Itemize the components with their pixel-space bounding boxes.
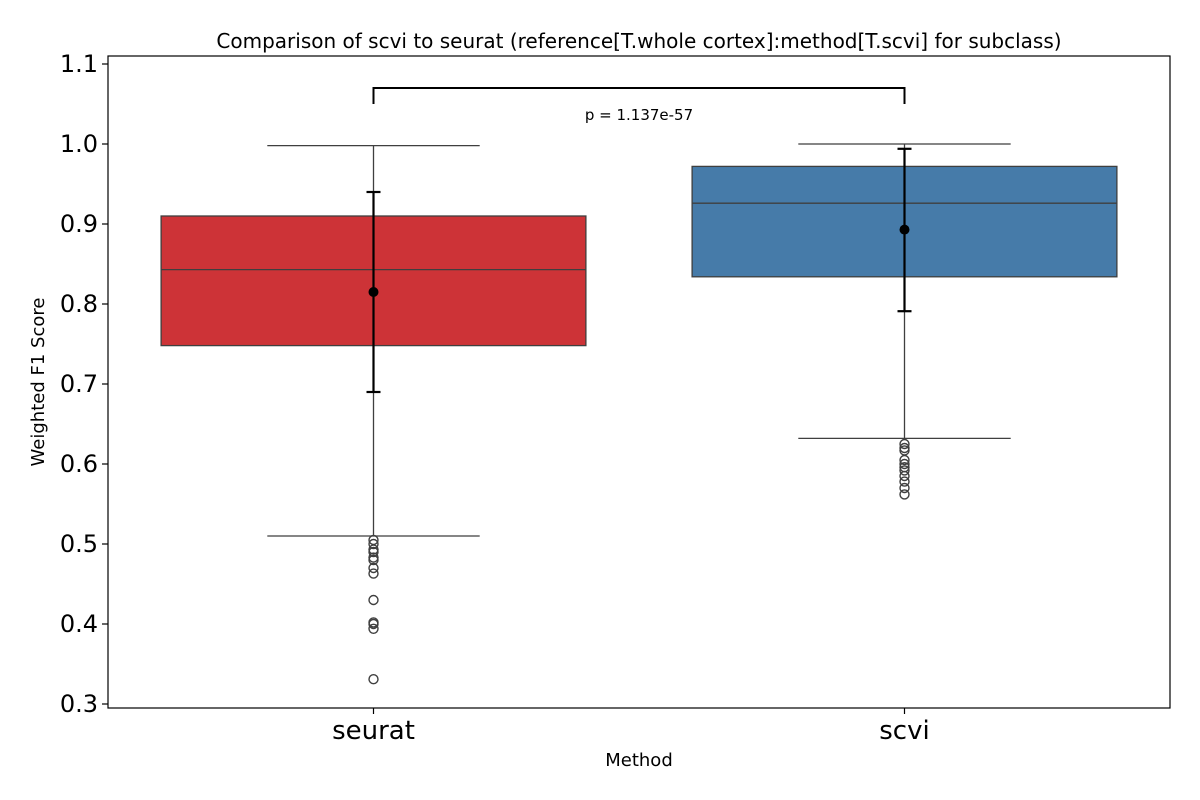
x-tick-label: scvi <box>879 716 929 746</box>
p-value-label: p = 1.137e-57 <box>585 106 693 124</box>
x-tick-label: seurat <box>332 716 415 746</box>
y-tick-label: 0.7 <box>60 370 98 398</box>
outlier-point <box>899 438 910 450</box>
y-tick-label: 0.4 <box>60 610 98 638</box>
outlier-point <box>899 470 910 482</box>
outlier-point <box>368 538 379 550</box>
outlier-point <box>899 458 910 470</box>
outlier-point <box>368 562 379 574</box>
outlier-point <box>899 454 910 466</box>
outlier-point <box>368 594 379 606</box>
plot-frame <box>107 55 1171 709</box>
outlier-point <box>899 489 910 500</box>
mean-point <box>899 224 910 235</box>
y-tick-label: 0.8 <box>60 290 98 318</box>
plot-area: p = 1.137e-57 <box>160 87 1118 685</box>
mean-point <box>368 287 379 297</box>
outlier-point <box>899 482 910 494</box>
outlier-point <box>368 546 379 558</box>
outlier-point <box>368 674 379 685</box>
x-axis-label: Method <box>605 750 673 771</box>
y-tick-label: 0.3 <box>60 690 98 718</box>
chart-title: Comparison of scvi to seurat (reference[… <box>216 29 1061 53</box>
outlier-point <box>368 618 379 630</box>
y-tick-label: 1.0 <box>60 130 98 158</box>
box-group-seurat <box>160 144 587 685</box>
outlier-point <box>368 568 379 579</box>
outlier-point <box>368 623 379 634</box>
y-tick-label: 0.5 <box>60 530 98 558</box>
y-tick-label: 0.6 <box>60 450 98 478</box>
outlier-point <box>368 554 379 566</box>
significance-bracket <box>372 87 906 104</box>
y-axis-label: Weighted F1 Score <box>28 298 49 467</box>
outlier-point <box>899 476 910 487</box>
y-tick-label: 1.1 <box>60 50 98 78</box>
box-group-scvi <box>691 143 1118 500</box>
outlier-point <box>899 465 910 476</box>
y-tick-label: 0.9 <box>60 210 98 238</box>
